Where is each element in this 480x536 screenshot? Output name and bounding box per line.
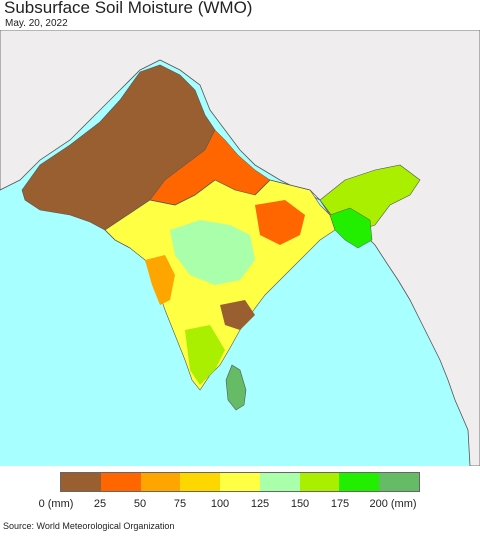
region-east-dry (255, 200, 305, 245)
legend-colorbar (60, 472, 420, 492)
legend-label: 100 (210, 498, 230, 510)
legend-label: 75 (173, 498, 187, 510)
legend-swatch (220, 473, 260, 491)
map-date: May. 20, 2022 (5, 18, 68, 29)
legend-swatch (339, 473, 380, 491)
country-borders (104, 179, 321, 249)
legend-swatch (100, 473, 141, 491)
legend-label: 50 (133, 498, 147, 510)
region-south-dry (220, 300, 255, 330)
region-bangladesh (329, 207, 373, 249)
legend-label: 0 (mm) (38, 498, 74, 510)
legend-swatch (180, 473, 221, 491)
legend-swatch (379, 473, 420, 491)
legend-label: 175 (330, 498, 350, 510)
legend-swatch (61, 473, 101, 491)
legend-label: 150 (290, 498, 310, 510)
source-credit: Source: World Meteorological Organizatio… (3, 521, 175, 531)
region-sri-lanka (225, 364, 247, 411)
legend-swatch (140, 473, 181, 491)
legend-swatch (259, 473, 300, 491)
region-south-moist (185, 325, 225, 385)
legend-label: 125 (250, 498, 270, 510)
legend-label: 200 (mm) (369, 498, 417, 510)
region-central-moist (170, 220, 255, 285)
legend-label: 25 (93, 498, 107, 510)
map-title: Subsurface Soil Moisture (WMO) (4, 0, 253, 17)
legend-labels: 0 (mm) 25 50 75 100 125 150 175 200 (mm) (0, 498, 480, 512)
region-west-dry (145, 255, 175, 305)
soil-moisture-map (0, 30, 480, 466)
legend-swatch (299, 473, 340, 491)
